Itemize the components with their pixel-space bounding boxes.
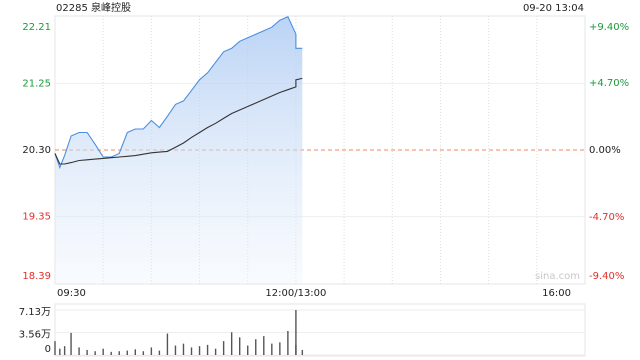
volume-bar [142, 351, 145, 355]
volume-bar [70, 332, 72, 355]
watermark: sina.com [535, 271, 580, 282]
volume-bar [287, 331, 289, 355]
volume-bar [59, 348, 61, 355]
volume-bar [54, 341, 56, 355]
volume-bar [182, 343, 185, 355]
y2-tick-label: 0.00% [589, 145, 621, 156]
volume-bar [295, 310, 297, 355]
volume-bar [150, 347, 153, 355]
volume-frame [54, 303, 586, 357]
volume-bar [279, 342, 281, 355]
volume-tick-label: 3.56万 [19, 330, 51, 341]
volume-bar [238, 337, 241, 355]
price-line [54, 15, 303, 170]
x-tick-label: 09:30 [57, 288, 86, 299]
volume-bar [271, 343, 273, 355]
volume-bar [102, 348, 104, 355]
y2-tick-label: -4.70% [589, 212, 624, 223]
volume-bar [118, 351, 120, 355]
y-tick-label: 18.39 [22, 271, 51, 282]
y2-tick-label: -9.40% [589, 271, 624, 282]
y-tick-label: 19.35 [22, 212, 51, 223]
volume-bar [214, 348, 217, 355]
volume-bar [63, 346, 66, 355]
timestamp: 09-20 13:04 [523, 3, 584, 14]
volume-bar [295, 344, 297, 355]
volume-bar [94, 351, 96, 355]
volume-tick-label: 7.13万 [19, 307, 51, 318]
y-tick-label: 21.25 [22, 78, 51, 89]
volume-bar [110, 351, 112, 355]
volume-tick-label: 0 [45, 344, 51, 355]
volume-bar [247, 345, 249, 355]
volume-bar [126, 350, 128, 355]
volume-bar [174, 345, 177, 355]
price-area [55, 16, 303, 284]
volume-bar [190, 347, 193, 355]
x-tick-label: 16:00 [542, 288, 571, 299]
y-tick-label: 22.21 [22, 22, 51, 33]
volume-bar [134, 349, 137, 355]
volume-bar [78, 347, 80, 355]
volume-bar [86, 349, 88, 355]
x-tick-label: 12:00/13:00 [265, 288, 326, 299]
chart-title: 02285 泉峰控股 [56, 1, 131, 14]
y-tick-label: 20.30 [22, 145, 51, 156]
volume-bar [158, 350, 161, 355]
volume-bar [301, 349, 304, 355]
volume-bar [263, 336, 265, 355]
volume-bar [230, 332, 233, 355]
y2-tick-label: +4.70% [589, 78, 629, 89]
volume-bar [206, 344, 209, 355]
y2-tick-label: +9.40% [589, 22, 629, 33]
volume-bar [222, 341, 225, 355]
average-line [54, 77, 303, 165]
volume-bar [198, 346, 201, 355]
volume-bar [166, 333, 169, 355]
volume-bar [255, 339, 257, 355]
